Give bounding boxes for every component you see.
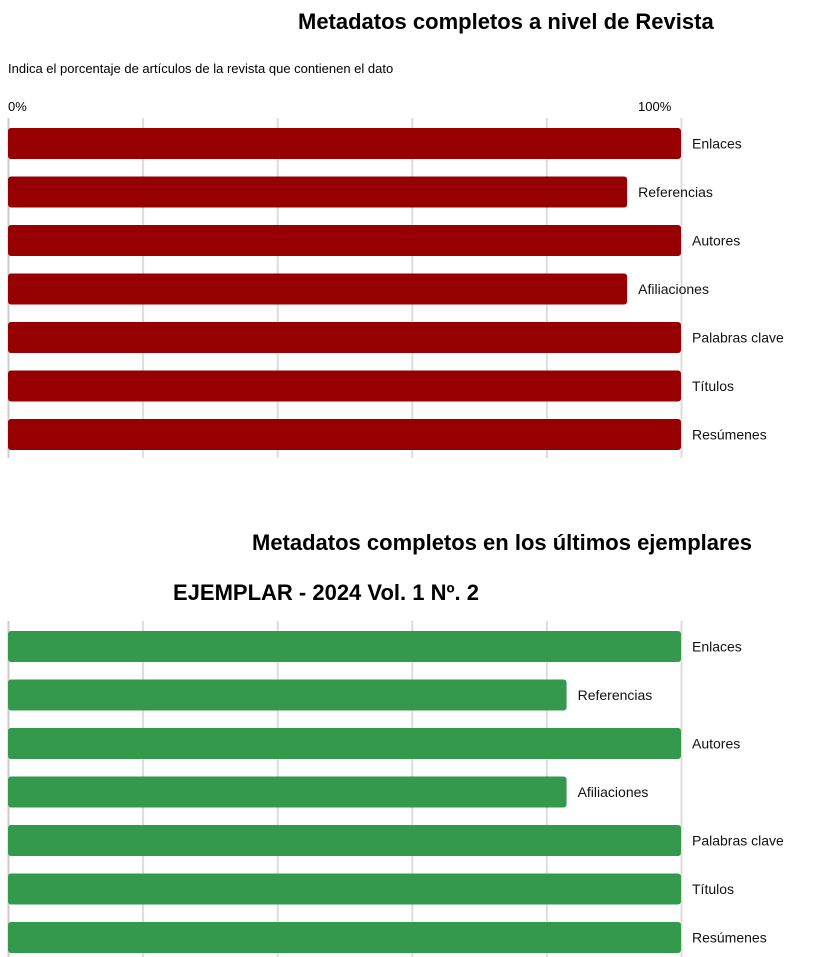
bar-0-5 bbox=[8, 370, 681, 402]
bar-label-0-0: Enlaces bbox=[692, 136, 742, 152]
bar-1-5 bbox=[8, 873, 681, 905]
bar-label-0-2: Autores bbox=[692, 233, 740, 249]
tick-label-0: 0% bbox=[8, 99, 27, 114]
bar-chart-revista-svg: Enlaces Referencias Autores Afiliaciones Pal… bbox=[7, 118, 784, 458]
bar-label-1-2: Autores bbox=[692, 736, 740, 752]
tick-label-100: 100% bbox=[638, 99, 672, 114]
bar-label-1-4: Palabras clave bbox=[692, 833, 784, 849]
bar-label-0-3: Afiliaciones bbox=[638, 281, 709, 297]
bar-label-0-5: Títulos bbox=[692, 378, 734, 394]
bar-1-0 bbox=[8, 631, 681, 662]
bar-0-1 bbox=[8, 176, 628, 208]
bar-1-6 bbox=[8, 922, 681, 953]
bar-label-0-6: Resúmenes bbox=[692, 427, 767, 443]
bar-label-0-1: Referencias bbox=[638, 184, 713, 200]
chart-title-revista: Metadatos completos a nivel de Revista bbox=[298, 9, 714, 34]
bar-1-1 bbox=[8, 679, 567, 711]
bar-0-4 bbox=[8, 322, 681, 353]
chart-subtitle-revista: Indica el porcentaje de artículos de la … bbox=[8, 61, 394, 76]
bar-0-6 bbox=[8, 419, 681, 450]
bar-label-1-6: Resúmenes bbox=[692, 930, 767, 946]
bar-0-3 bbox=[8, 273, 628, 305]
bar-1-2 bbox=[8, 728, 681, 759]
bar-0-0 bbox=[8, 128, 681, 159]
bar-label-1-5: Títulos bbox=[692, 881, 734, 897]
chart-title-ejemplares: Metadatos completos en los últimos ejemp… bbox=[252, 530, 753, 555]
bar-label-1-0: Enlaces bbox=[692, 639, 742, 655]
bar-1-4 bbox=[8, 825, 681, 856]
bar-label-1-1: Referencias bbox=[578, 687, 653, 703]
bar-chart-revista: Enlaces Referencias Autores Afiliaciones Pal… bbox=[7, 118, 818, 458]
chart-subtitle-ejemplar: EJEMPLAR - 2024 Vol. 1 Nº. 2 bbox=[173, 580, 479, 605]
bar-label-1-3: Afiliaciones bbox=[578, 784, 649, 800]
bar-chart-ejemplar: Enlaces Referencias Autores Afiliaciones Pal… bbox=[7, 621, 818, 957]
bar-0-2 bbox=[8, 225, 681, 256]
bar-label-0-4: Palabras clave bbox=[692, 330, 784, 346]
bar-chart-ejemplar-svg: Enlaces Referencias Autores Afiliaciones Pal… bbox=[7, 621, 784, 957]
bar-1-3 bbox=[8, 776, 567, 808]
